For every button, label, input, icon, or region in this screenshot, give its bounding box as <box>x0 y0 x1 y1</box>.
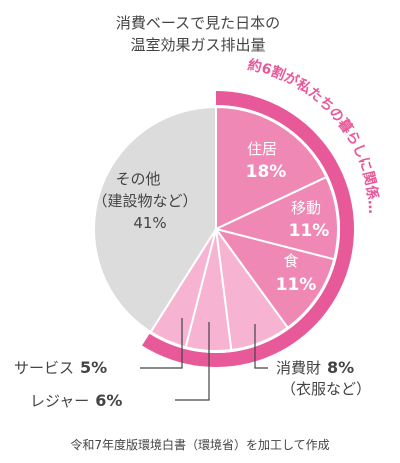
slice-value-other: 41% <box>133 214 166 232</box>
slice-sublabel-other: （建設物など） <box>92 192 197 210</box>
services-value: 5% <box>80 358 107 377</box>
slice-label-transport: 移動 <box>291 199 321 217</box>
slice-value-food: 11% <box>276 275 317 295</box>
slice-transport <box>213 175 339 261</box>
leader-line-services <box>140 318 183 369</box>
services-name: サービス <box>14 359 74 377</box>
slice-value-housing: 18% <box>246 162 287 182</box>
chart-title-line-2: 温室効果ガス排出量 <box>130 36 265 54</box>
slice-label-housing: 住居 <box>247 140 277 158</box>
leader-line-consumer-goods <box>254 324 268 369</box>
slice-value-transport: 11% <box>289 221 330 241</box>
slice-food <box>213 227 336 330</box>
leisure-name: レジャー <box>30 392 89 410</box>
slice-label-other: その他 <box>115 170 160 188</box>
pie-slices <box>93 91 354 367</box>
slice-label-food: 食 <box>283 252 298 270</box>
slice-other <box>93 105 217 334</box>
slice-housing <box>215 105 328 231</box>
leader-line-leisure <box>175 322 210 401</box>
source-note: 令和7年度版環境白書（環境省）を加工して作成 <box>70 437 329 452</box>
slice-sublabel-consumer-goods: （衣服など） <box>281 380 371 398</box>
ring-separator <box>149 105 340 353</box>
chart-title-line-1: 消費ベースで見た日本の <box>116 14 280 32</box>
slice-label-consumer-goods: 消費財 8% <box>276 358 354 377</box>
leisure-value: 6% <box>95 391 122 410</box>
consumer-goods-value: 8% <box>327 358 354 377</box>
consumer-goods-name: 消費財 <box>276 359 321 377</box>
slice-label-services: サービス 5% <box>14 358 107 377</box>
slice-label-leisure: レジャー 6% <box>30 391 122 410</box>
